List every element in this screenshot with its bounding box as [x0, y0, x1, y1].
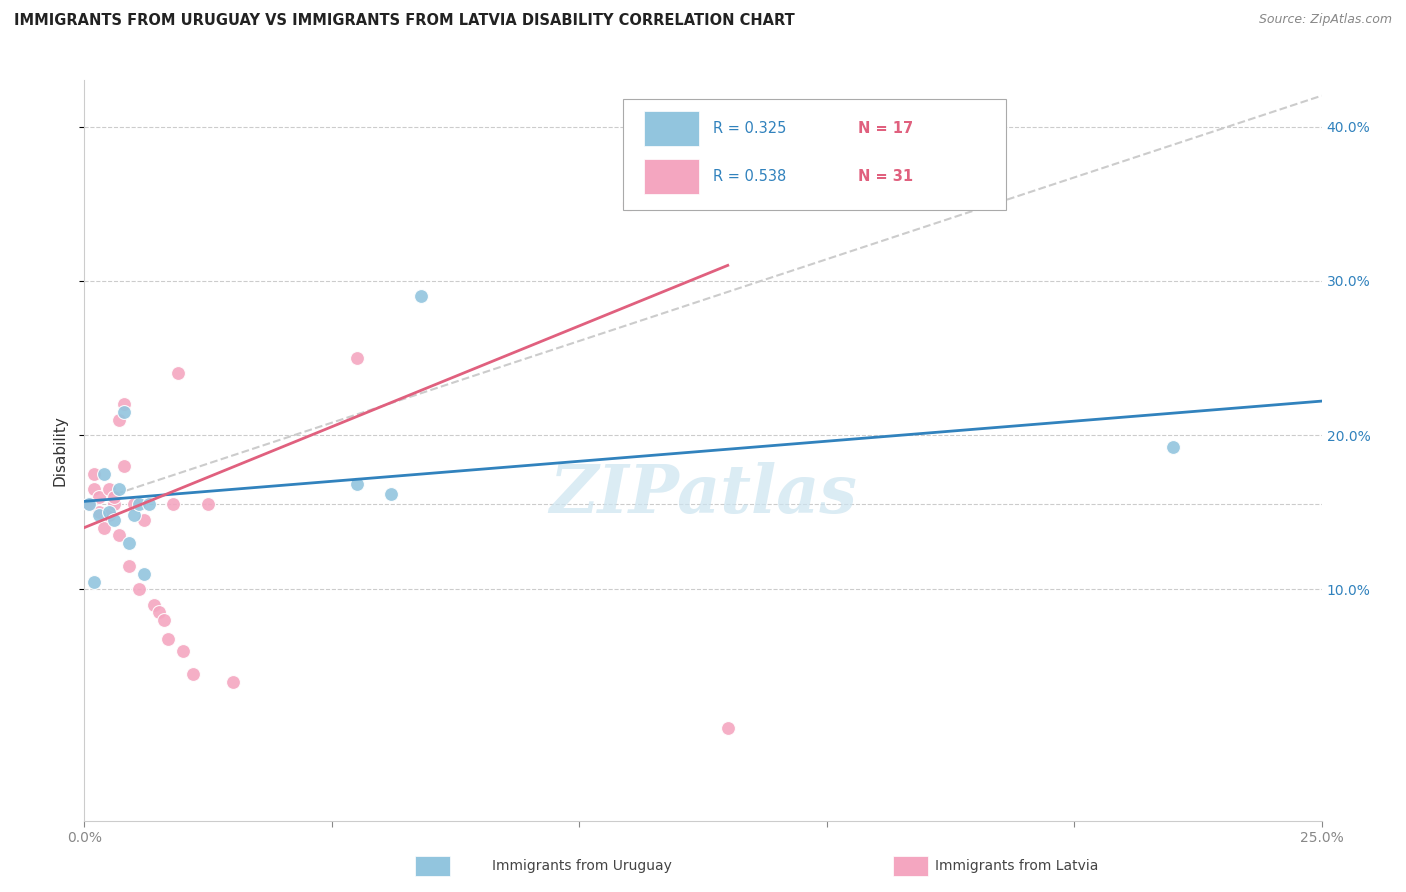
- Point: [167, 367, 190, 381]
- Point: [409, 289, 432, 303]
- Point: [132, 566, 155, 581]
- Point: [89, 505, 111, 519]
- Text: N = 17: N = 17: [858, 121, 912, 136]
- Point: [98, 508, 121, 523]
- Point: [112, 458, 135, 473]
- Point: [162, 498, 184, 512]
- Point: [89, 508, 111, 523]
- Point: [93, 467, 115, 481]
- Point: [79, 498, 101, 512]
- Point: [148, 606, 170, 620]
- Point: [122, 508, 145, 523]
- Point: [93, 520, 115, 534]
- Point: [112, 405, 135, 419]
- Point: [717, 721, 740, 735]
- Point: [108, 482, 131, 496]
- Point: [103, 490, 125, 504]
- Text: N = 31: N = 31: [858, 169, 912, 184]
- Point: [142, 598, 165, 612]
- Point: [128, 498, 150, 512]
- Text: Immigrants from Latvia: Immigrants from Latvia: [935, 859, 1098, 873]
- Point: [181, 667, 204, 681]
- Point: [617, 196, 640, 211]
- Point: [108, 412, 131, 426]
- Point: [98, 482, 121, 496]
- Point: [79, 498, 101, 512]
- Point: [1161, 441, 1184, 455]
- Point: [157, 632, 180, 646]
- Point: [118, 559, 141, 574]
- FancyBboxPatch shape: [623, 99, 1007, 210]
- Point: [122, 498, 145, 512]
- Point: [103, 498, 125, 512]
- Text: R = 0.538: R = 0.538: [713, 169, 786, 184]
- Text: ZIPatlas: ZIPatlas: [550, 462, 856, 527]
- Bar: [644, 159, 699, 194]
- Bar: [644, 111, 699, 146]
- Y-axis label: Disability: Disability: [52, 415, 67, 486]
- Point: [132, 513, 155, 527]
- Point: [138, 498, 160, 512]
- Text: Source: ZipAtlas.com: Source: ZipAtlas.com: [1258, 13, 1392, 27]
- Point: [112, 397, 135, 411]
- Point: [108, 528, 131, 542]
- Point: [83, 467, 105, 481]
- Point: [222, 674, 245, 689]
- Point: [83, 574, 105, 589]
- Text: Immigrants from Uruguay: Immigrants from Uruguay: [492, 859, 672, 873]
- Text: R = 0.325: R = 0.325: [713, 121, 786, 136]
- Point: [128, 582, 150, 597]
- Point: [172, 644, 194, 658]
- Text: IMMIGRANTS FROM URUGUAY VS IMMIGRANTS FROM LATVIA DISABILITY CORRELATION CHART: IMMIGRANTS FROM URUGUAY VS IMMIGRANTS FR…: [14, 13, 794, 29]
- Point: [197, 498, 219, 512]
- Point: [103, 513, 125, 527]
- Point: [346, 351, 368, 365]
- Point: [83, 482, 105, 496]
- Point: [152, 613, 174, 627]
- Point: [118, 536, 141, 550]
- Point: [98, 505, 121, 519]
- Point: [89, 490, 111, 504]
- Point: [346, 477, 368, 491]
- Point: [380, 486, 402, 500]
